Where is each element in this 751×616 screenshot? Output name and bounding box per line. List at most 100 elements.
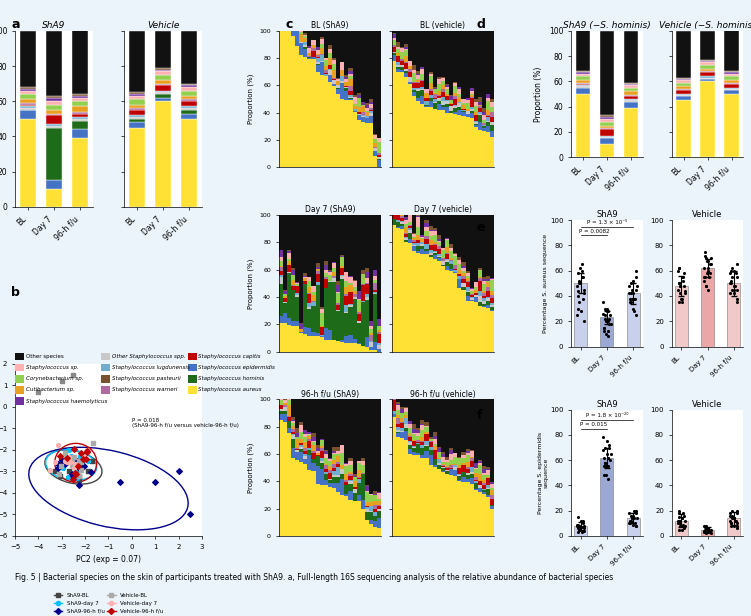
- Bar: [365, 268, 369, 272]
- Bar: [461, 116, 466, 168]
- Bar: [328, 473, 332, 479]
- Bar: [129, 99, 145, 105]
- Point: [65, 460, 77, 470]
- Bar: [404, 431, 408, 440]
- Bar: [373, 342, 377, 350]
- Bar: [328, 466, 332, 470]
- Bar: [424, 238, 429, 244]
- Bar: [348, 461, 352, 465]
- Bar: [429, 442, 433, 447]
- Bar: [424, 434, 429, 441]
- Bar: [369, 506, 373, 511]
- Text: Staphylococcus lugdunensis: Staphylococcus lugdunensis: [112, 365, 190, 370]
- Bar: [345, 296, 348, 305]
- Bar: [482, 296, 486, 298]
- Point: [625, 288, 637, 298]
- Bar: [46, 101, 62, 105]
- Point: [86, 439, 98, 448]
- Bar: [352, 95, 357, 97]
- Bar: [478, 97, 482, 102]
- Bar: [307, 277, 312, 281]
- Bar: [466, 111, 469, 114]
- Point: [70, 466, 82, 476]
- Bar: [600, 116, 614, 120]
- Bar: [482, 494, 486, 536]
- Point: [572, 286, 584, 296]
- Bar: [486, 116, 490, 117]
- Bar: [320, 75, 324, 168]
- Bar: [365, 399, 369, 485]
- Bar: [724, 89, 739, 90]
- Bar: [155, 75, 170, 80]
- Bar: [474, 488, 478, 490]
- Bar: [72, 101, 88, 107]
- Bar: [478, 488, 482, 492]
- Bar: [457, 264, 461, 270]
- Point: [601, 449, 613, 459]
- Point: [81, 447, 93, 457]
- Y-axis label: Proportion (%): Proportion (%): [247, 74, 254, 124]
- Bar: [155, 94, 170, 98]
- Bar: [449, 244, 453, 248]
- Bar: [408, 232, 412, 238]
- Text: Staphylococcus epidermidis: Staphylococcus epidermidis: [198, 365, 275, 370]
- Bar: [445, 467, 449, 468]
- Bar: [623, 97, 638, 99]
- Bar: [336, 399, 340, 447]
- Bar: [457, 399, 461, 457]
- Bar: [478, 281, 482, 291]
- Bar: [373, 505, 377, 509]
- Point: [631, 266, 643, 276]
- Bar: [469, 91, 474, 94]
- Bar: [352, 474, 357, 476]
- Bar: [400, 31, 404, 47]
- Bar: [445, 456, 449, 460]
- Bar: [416, 253, 421, 352]
- Bar: [336, 341, 340, 352]
- Bar: [295, 31, 299, 46]
- Bar: [332, 31, 336, 58]
- Bar: [449, 248, 453, 251]
- Bar: [429, 107, 433, 168]
- Point: [674, 281, 686, 291]
- Bar: [391, 400, 396, 411]
- Point: [725, 276, 737, 286]
- Bar: [336, 79, 340, 81]
- Bar: [279, 411, 282, 413]
- Point: [602, 331, 614, 341]
- Bar: [457, 474, 461, 476]
- Bar: [416, 75, 421, 79]
- Bar: [377, 509, 382, 511]
- Bar: [474, 399, 478, 463]
- Bar: [72, 111, 88, 113]
- Bar: [404, 407, 408, 408]
- Bar: [421, 235, 424, 237]
- Bar: [445, 246, 449, 253]
- Bar: [391, 411, 396, 415]
- Bar: [404, 399, 408, 407]
- Bar: [332, 464, 336, 468]
- Bar: [312, 471, 315, 536]
- Bar: [291, 448, 295, 458]
- Point: [705, 259, 717, 269]
- Bar: [469, 99, 474, 107]
- Bar: [369, 215, 373, 322]
- Point: [599, 458, 611, 468]
- Point: [725, 519, 737, 529]
- Bar: [129, 110, 145, 115]
- Bar: [340, 31, 345, 62]
- Point: [628, 513, 640, 523]
- Bar: [345, 91, 348, 100]
- Bar: [461, 105, 466, 109]
- Bar: [303, 33, 307, 35]
- Bar: [437, 95, 441, 96]
- Bar: [449, 399, 453, 448]
- Point: [729, 516, 741, 525]
- Bar: [457, 464, 461, 468]
- Text: f: f: [477, 409, 482, 422]
- Bar: [181, 110, 197, 113]
- Bar: [412, 65, 416, 70]
- Bar: [474, 215, 478, 282]
- Bar: [312, 51, 315, 57]
- Bar: [279, 265, 282, 267]
